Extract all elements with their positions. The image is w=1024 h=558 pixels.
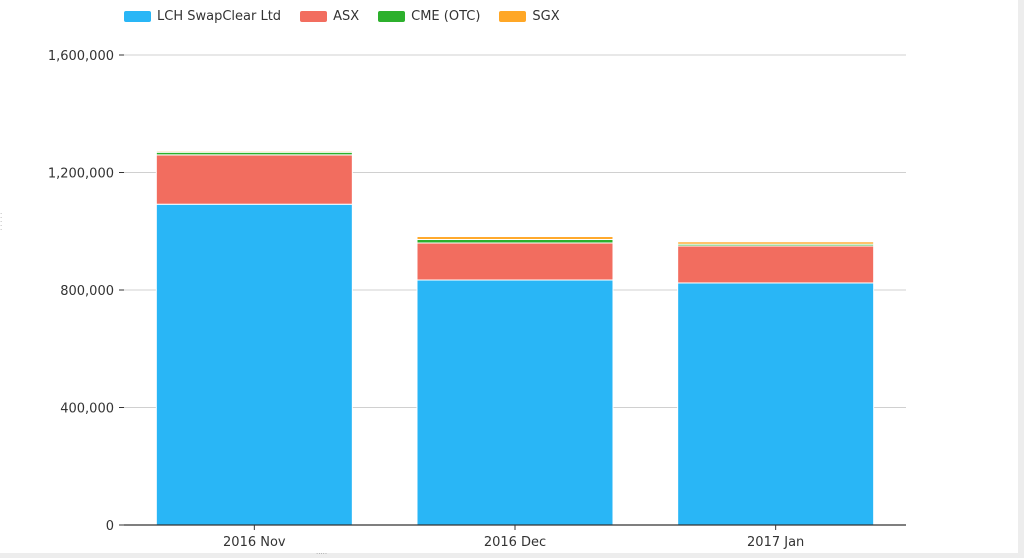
bar-segment[interactable] bbox=[155, 154, 353, 205]
bar-segment[interactable] bbox=[416, 236, 614, 240]
left-resize-handle[interactable]: · · · · · bbox=[0, 210, 3, 234]
y-tick-label: 1,600,000 bbox=[48, 49, 114, 64]
y-tick-label: 1,200,000 bbox=[48, 167, 114, 182]
x-tick-label: 2016 Nov bbox=[223, 535, 286, 550]
legend-swatch bbox=[300, 11, 328, 22]
bottom-resize-handle[interactable]: ····· bbox=[316, 550, 328, 558]
legend-label: CME (OTC) bbox=[411, 9, 481, 24]
scrollbar-track bbox=[1018, 0, 1024, 558]
x-tick-label: 2016 Dec bbox=[484, 535, 546, 550]
bar-segment[interactable] bbox=[677, 241, 875, 245]
bar-segment[interactable] bbox=[416, 279, 614, 526]
bar-segment[interactable] bbox=[416, 238, 614, 244]
legend-label: SGX bbox=[532, 9, 560, 24]
bar-segment[interactable] bbox=[677, 282, 875, 526]
chart-legend: LCH SwapClear Ltd ASX CME (OTC) SGX bbox=[124, 9, 579, 24]
legend-label: LCH SwapClear Ltd bbox=[157, 9, 282, 24]
bar-segment[interactable] bbox=[155, 150, 353, 153]
legend-swatch bbox=[499, 11, 527, 22]
bar-segment[interactable] bbox=[677, 245, 875, 284]
legend-item[interactable]: LCH SwapClear Ltd bbox=[124, 9, 281, 24]
legend-swatch bbox=[378, 11, 406, 22]
y-tick-label: 400,000 bbox=[60, 402, 114, 417]
y-tick-label: 0 bbox=[106, 519, 114, 534]
y-tick-label: 800,000 bbox=[60, 284, 114, 299]
bar-segment[interactable] bbox=[155, 203, 353, 526]
bottom-border bbox=[0, 553, 1024, 558]
legend-item[interactable]: ASX bbox=[300, 9, 359, 24]
legend-item[interactable]: CME (OTC) bbox=[378, 9, 480, 24]
bar-segment[interactable] bbox=[416, 242, 614, 281]
legend-swatch bbox=[124, 11, 151, 22]
legend-item[interactable]: SGX bbox=[499, 9, 560, 24]
x-tick-label: 2017 Jan bbox=[747, 535, 804, 550]
legend-label: ASX bbox=[333, 9, 360, 24]
